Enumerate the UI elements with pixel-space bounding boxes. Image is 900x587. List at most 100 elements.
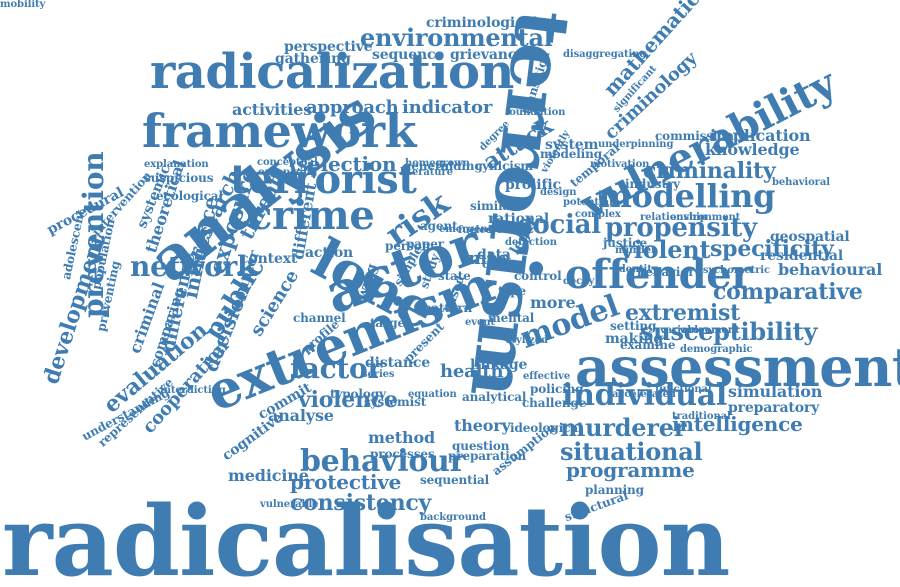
word-state: state <box>438 269 471 283</box>
word-knowledge: knowledge <box>705 140 800 159</box>
word-method: method <box>368 428 436 447</box>
word-cynicism: cynicism <box>475 159 533 173</box>
word-analyse: analyse <box>268 406 334 425</box>
word-sequential: sequential <box>420 473 490 487</box>
word-foundation: foundation <box>505 107 566 118</box>
word-behaviour: behaviour <box>300 444 466 479</box>
word-design: design <box>540 187 577 198</box>
word-making: making <box>605 331 664 347</box>
word-planning: planning <box>585 483 644 497</box>
word-rational: rational <box>488 211 550 227</box>
word-health: health <box>440 361 504 382</box>
word-prolific: prolific <box>505 177 561 193</box>
word-data: data <box>477 247 511 263</box>
word-geospatial: geospatial <box>770 229 850 245</box>
word-grievance: grievance <box>450 47 525 63</box>
word-setting: setting <box>610 319 657 333</box>
word-selection: selection <box>297 152 397 176</box>
word-general: general <box>403 159 454 173</box>
word-violence: violence <box>298 387 398 413</box>
word-intelligence: intelligence <box>672 412 803 436</box>
word-suspicious: suspicious <box>144 171 214 185</box>
word-residential: residential <box>760 248 843 264</box>
word-type: type <box>498 284 527 298</box>
word-policing: policing <box>530 382 584 396</box>
word-comparative: comparative <box>713 279 863 305</box>
word-network: network <box>130 250 257 283</box>
word-terrorist: terrorist <box>230 156 417 203</box>
word-action: action <box>305 245 354 261</box>
word-literature: literature <box>400 167 453 178</box>
word-conceptual: conceptual <box>257 157 318 168</box>
word-susceptibility: susceptibility <box>640 317 818 346</box>
word-result: result <box>488 221 534 237</box>
word-perspective: perspective <box>284 39 373 55</box>
word-behavioral: behavioral <box>772 177 830 188</box>
word-analytical: analytical <box>462 390 527 404</box>
word-identity: identity <box>615 264 658 275</box>
word-extremist: extremist <box>625 300 741 326</box>
word-commission: commission <box>655 129 734 143</box>
word-traditional: traditional <box>672 411 731 422</box>
word-specificity: specificity <box>710 236 834 262</box>
word-relationship: relationship <box>640 212 707 223</box>
word-murder: murder <box>615 245 657 256</box>
word-behavior: behavior <box>637 265 695 279</box>
word-radicalisation: radicalisation <box>2 485 730 587</box>
word-homegrown: homegrown <box>405 158 470 169</box>
word-equation: equation <box>408 389 457 400</box>
word-criminological: criminological <box>426 15 538 31</box>
word-environmental: environmental <box>360 23 553 52</box>
word-stylized: stylized <box>506 335 548 346</box>
word-complex: complex <box>575 209 621 220</box>
word-choice: choice <box>482 257 525 271</box>
word-social: social <box>518 210 601 240</box>
word-disaggregating: disaggregating <box>563 49 647 60</box>
word-potential: potential <box>563 197 613 208</box>
word-motivation: motivation <box>590 159 650 170</box>
word-offender: offender <box>565 251 752 298</box>
word-challenge: challenge <box>522 396 587 410</box>
word-approach: approach <box>306 97 399 118</box>
word-person: person <box>385 239 431 253</box>
word-murderer: murderer <box>560 413 687 442</box>
word-preparatory: preparatory <box>728 400 820 416</box>
word-system: system <box>545 137 599 153</box>
word-processes: processes <box>370 447 435 461</box>
word-effective: effective <box>523 371 571 382</box>
word-medicine: medicine <box>228 466 309 485</box>
word-agent: agent <box>420 219 458 233</box>
word-finding: finding <box>435 159 483 173</box>
word-movement: movement <box>682 325 740 336</box>
word-environment: environment <box>670 212 741 223</box>
word-channel: channel <box>293 311 346 325</box>
word-preparation: preparation <box>448 449 527 463</box>
word-modeling: modeling <box>540 147 602 161</box>
word-pattern: pattern <box>423 301 473 315</box>
word-assessment: assessment <box>575 335 900 399</box>
word-accelerated: accelerated <box>612 389 676 400</box>
word-functional: functional <box>655 384 712 395</box>
word-situational: situational <box>560 437 703 466</box>
word-modelling: modelling <box>598 177 776 215</box>
word-crime: crime <box>248 192 375 239</box>
word-linkage: linkage <box>470 357 528 373</box>
word-detection: detection <box>505 237 557 248</box>
word-gathering: gathering <box>275 51 351 67</box>
word-series: series <box>362 369 395 380</box>
word-emergence: emergence <box>439 224 500 235</box>
word-examine: examine <box>620 338 676 352</box>
word-activities: activities <box>232 100 313 119</box>
word-event: event <box>465 317 495 328</box>
word-fueled: fueled <box>458 225 493 236</box>
word-vulnerable: vulnerable <box>260 499 319 510</box>
word-similar: similar <box>470 199 517 213</box>
word-sequence: sequence <box>372 47 445 63</box>
word-explanation: explanation <box>144 159 209 170</box>
word-mas: mas <box>468 248 509 269</box>
word-background: background <box>420 512 486 523</box>
word-question: question <box>452 439 510 453</box>
word-more: more <box>530 293 576 312</box>
word-simulation: simulation <box>728 382 823 401</box>
